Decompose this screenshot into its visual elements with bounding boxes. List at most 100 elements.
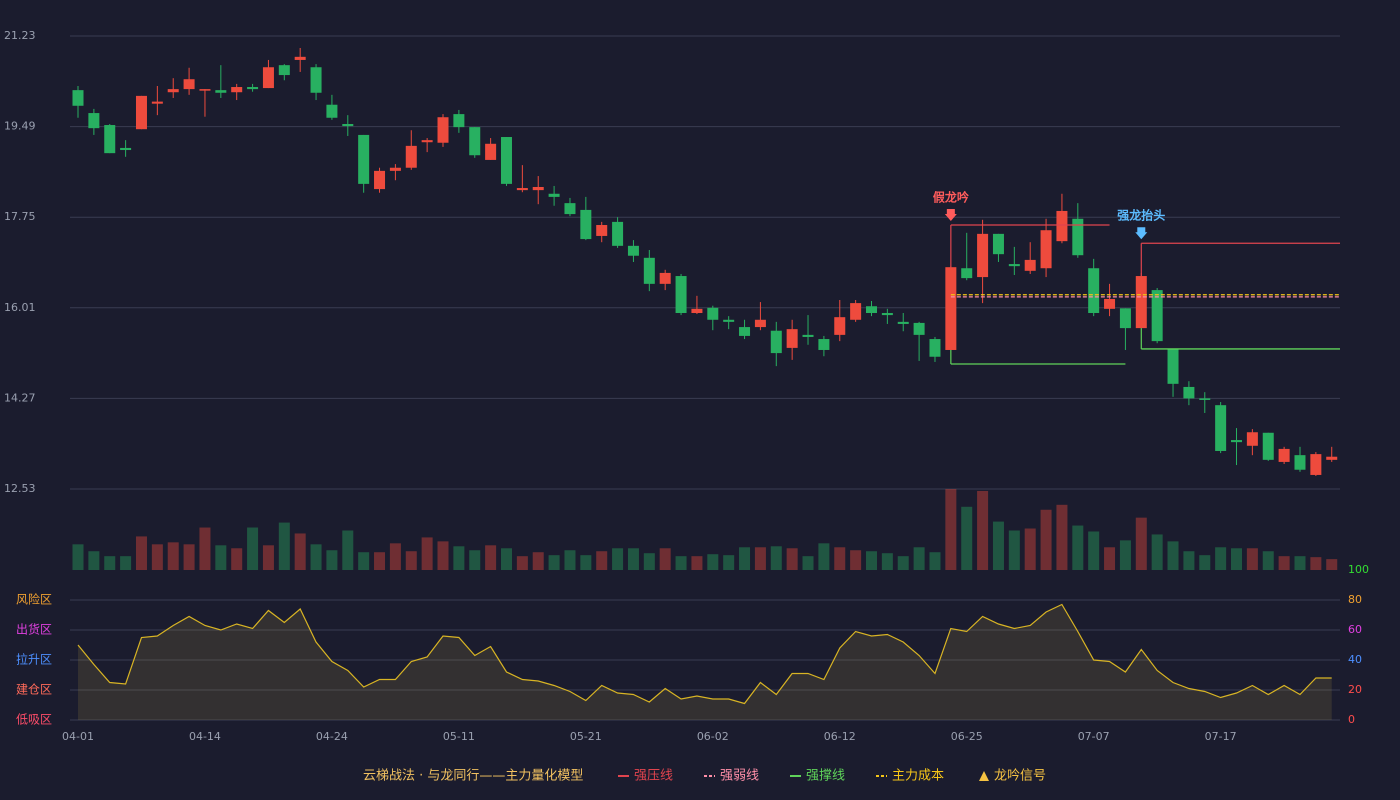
x-tick-label: 04-24 — [316, 730, 348, 743]
y-tick-label: 14.27 — [4, 391, 36, 404]
x-tick-label: 04-01 — [62, 730, 94, 743]
legend-label: 强撑线 — [806, 769, 845, 784]
candle-body — [897, 321, 909, 324]
candle-body — [961, 268, 973, 279]
volume-bar — [1215, 547, 1227, 570]
volume-bar — [977, 490, 989, 570]
volume-bar — [1056, 504, 1068, 570]
candle-body — [1231, 440, 1243, 443]
volume-bar — [215, 545, 227, 570]
volume-bar — [1262, 551, 1274, 570]
volume-bar — [1088, 531, 1100, 570]
candle-body — [596, 225, 608, 236]
x-tick-label: 07-17 — [1205, 730, 1237, 743]
candle-body — [72, 90, 84, 106]
volume-bar — [897, 556, 909, 570]
volume-bar — [1183, 551, 1195, 570]
candle-body — [739, 327, 751, 336]
candle-body — [500, 137, 512, 184]
candle-body — [437, 117, 449, 143]
y-tick-label: 12.53 — [4, 482, 36, 495]
candle-body — [1326, 456, 1338, 460]
volume-bar — [1294, 556, 1306, 570]
x-tick-label: 06-02 — [697, 730, 729, 743]
candle-body — [104, 125, 116, 154]
candle-body — [1262, 432, 1274, 460]
volume-bar — [1072, 525, 1084, 570]
signal-arrow — [1135, 227, 1148, 240]
volume-bar — [627, 548, 639, 570]
candle-body — [516, 188, 528, 191]
volume-bar — [802, 556, 814, 570]
volume-bar — [723, 555, 735, 570]
indicator-tick-label: 40 — [1348, 653, 1362, 666]
legend-label: 龙吟信号 — [994, 768, 1046, 784]
volume-bar — [675, 556, 687, 570]
candle-body — [881, 313, 893, 316]
volume-bar — [389, 543, 401, 570]
volume-bar — [548, 555, 560, 570]
volume-bar — [739, 547, 751, 570]
candle-body — [1167, 348, 1179, 384]
zone-label: 建仓区 — [16, 683, 52, 697]
candle-body — [453, 114, 465, 128]
candle-body — [1135, 276, 1147, 329]
volume-bar — [104, 556, 116, 570]
legend-swatch — [979, 771, 989, 781]
candle-body — [1024, 259, 1036, 271]
volume-bar — [167, 542, 179, 570]
volume-bar — [500, 548, 512, 570]
candle-body — [802, 334, 814, 337]
candle-body — [1310, 454, 1322, 475]
y-tick-label: 21.23 — [4, 29, 36, 42]
volume-bar — [866, 551, 877, 570]
signal-label: 假龙吟 — [933, 190, 969, 205]
volume-bar — [707, 554, 719, 570]
volume-bar — [770, 546, 782, 570]
signal-arrow — [944, 209, 957, 222]
volume-bar — [754, 547, 766, 570]
volume-bar — [564, 550, 576, 570]
indicator-line — [77, 603, 1332, 705]
candle-body — [405, 145, 417, 168]
volume-bar — [659, 548, 671, 570]
candle-body — [548, 193, 560, 197]
zone-label: 拉升区 — [16, 652, 52, 667]
volume-bar — [1135, 517, 1147, 570]
volume-bar — [992, 521, 1004, 570]
x-tick-label: 07-07 — [1078, 730, 1110, 743]
volume-bar — [405, 551, 417, 570]
indicator-tick-label: 60 — [1348, 623, 1362, 636]
candle-body — [1199, 398, 1211, 400]
volume-bar — [961, 506, 973, 570]
indicator-tick-label: 0 — [1348, 713, 1355, 726]
volume-bar — [850, 550, 862, 570]
candle-body — [754, 319, 766, 328]
volume-bar — [262, 545, 274, 570]
x-tick-label: 05-11 — [443, 730, 475, 743]
volume-bar — [310, 544, 322, 570]
volume-bar — [231, 548, 243, 570]
candle-body — [818, 339, 830, 350]
volume-bar — [1167, 541, 1179, 570]
candle-body — [88, 113, 100, 129]
volume-bar — [294, 533, 306, 570]
candle-body — [1151, 290, 1163, 342]
candle-body — [183, 79, 195, 90]
candle-body — [659, 272, 671, 284]
volume-bar — [1246, 548, 1258, 570]
zone-label: 低吸区 — [16, 713, 52, 727]
candle-body — [215, 90, 227, 93]
volume-bar — [247, 527, 259, 570]
volume-bar — [1040, 509, 1052, 570]
volume-bar — [643, 553, 655, 570]
candle-body — [1040, 230, 1052, 269]
volume-bar — [913, 547, 925, 570]
candle-body — [199, 89, 211, 91]
volume-bar — [1231, 548, 1243, 570]
candle-body — [1246, 432, 1258, 446]
indicator-tick-label: 20 — [1348, 683, 1362, 696]
candle-body — [1119, 308, 1131, 329]
candle-body — [1215, 405, 1227, 451]
